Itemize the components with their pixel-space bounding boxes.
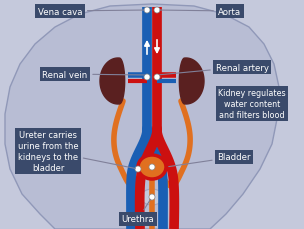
Text: Ureter carries
urine from the
kidneys to the
bladder: Ureter carries urine from the kidneys to… [18,130,135,172]
Circle shape [149,194,155,200]
Ellipse shape [138,155,166,179]
Circle shape [144,75,150,81]
Circle shape [144,8,150,14]
Circle shape [154,75,160,81]
Circle shape [135,166,141,172]
Circle shape [154,8,160,14]
Text: Vena cava: Vena cava [38,8,144,16]
Text: Aorta: Aorta [160,8,242,16]
Text: Kidney regulates
water content
and filters blood: Kidney regulates water content and filte… [218,88,286,120]
Text: Urethra: Urethra [122,199,154,224]
Text: Bladder: Bladder [169,153,251,167]
Ellipse shape [141,189,163,205]
Polygon shape [5,5,279,229]
Text: Renal vein: Renal vein [42,70,144,79]
Polygon shape [179,59,204,105]
Circle shape [149,164,155,170]
Polygon shape [100,59,125,105]
Text: Renal artery: Renal artery [160,63,268,75]
